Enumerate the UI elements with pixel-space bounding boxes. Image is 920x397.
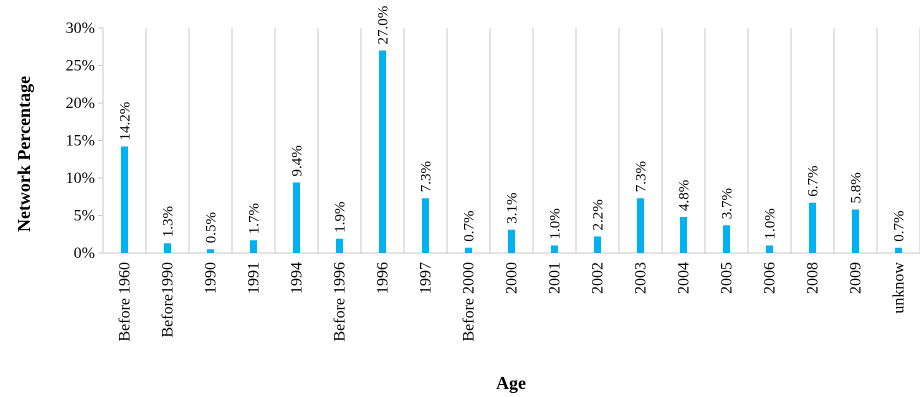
y-tick-label: 25% <box>66 58 95 75</box>
data-label: 7.3% <box>419 161 435 192</box>
x-tick-label: 1994 <box>289 262 306 294</box>
data-label: 1.0% <box>763 208 779 239</box>
grid-layer <box>102 28 920 254</box>
x-tick-label: 2005 <box>719 262 736 294</box>
bar <box>852 209 859 253</box>
x-tick-label: 2003 <box>633 262 650 294</box>
data-label: 0.7% <box>892 211 908 242</box>
y-tick-layer: 0% 5% 10% 15% 20% 25% 30% <box>66 20 103 262</box>
data-label: 1.7% <box>247 203 263 234</box>
bar <box>508 229 515 253</box>
bar <box>594 236 601 253</box>
category-label-layer: Before 1960 Before1990 1990 1991 1994 Before … <box>117 262 908 342</box>
bar <box>766 245 773 253</box>
y-tick-label: 0% <box>74 245 95 262</box>
data-label: 3.7% <box>720 188 736 219</box>
bar <box>809 202 816 253</box>
x-tick-label: 2004 <box>676 262 693 294</box>
bar <box>895 247 902 253</box>
data-label: 6.7% <box>806 166 822 197</box>
data-label: 27.0% <box>376 6 392 45</box>
bar-layer <box>121 50 902 253</box>
data-label: 1.3% <box>161 206 177 237</box>
y-tick-label: 20% <box>66 95 95 112</box>
data-label-layer: 14.2% 1.3% 0.5% 1.7% 9.4% 1.9% 27.0% 7.3% 0.7% 3.… <box>118 6 908 244</box>
bar <box>637 198 644 253</box>
bar <box>293 182 300 253</box>
data-label: 1.9% <box>333 202 349 233</box>
data-label: 0.7% <box>462 211 478 242</box>
data-label: 1.0% <box>548 208 564 239</box>
x-tick-label: 1996 <box>375 262 392 294</box>
bar <box>680 217 687 253</box>
bar <box>551 245 558 253</box>
x-tick-label: 1991 <box>246 262 263 294</box>
x-tick-label: 2000 <box>504 262 521 294</box>
y-tick-label: 10% <box>66 170 95 187</box>
y-tick-label: 30% <box>66 20 95 37</box>
bar <box>164 243 171 253</box>
x-tick-label: Before 1960 <box>117 262 134 342</box>
x-tick-label: Before1990 <box>160 262 177 338</box>
bar <box>723 225 730 253</box>
data-label: 0.5% <box>204 212 220 243</box>
data-label: 3.1% <box>505 193 521 224</box>
data-label: 14.2% <box>118 102 134 141</box>
x-tick-label: 1997 <box>418 262 435 294</box>
y-axis-title: Network Percentage <box>14 76 34 232</box>
x-tick-label: 2002 <box>590 262 607 294</box>
bar <box>207 249 214 253</box>
data-label: 5.8% <box>849 172 865 203</box>
y-tick-label: 5% <box>74 208 95 225</box>
data-label: 7.3% <box>634 161 650 192</box>
data-label: 2.2% <box>591 199 607 230</box>
y-tick-label: 15% <box>66 133 95 150</box>
bar <box>465 247 472 253</box>
x-tick-label: unknow <box>891 262 908 314</box>
data-label: 4.8% <box>677 180 693 211</box>
x-tick-label: 2008 <box>805 262 822 294</box>
x-axis-title: Age <box>496 373 526 393</box>
data-label: 9.4% <box>290 145 306 176</box>
x-tick-label: 2006 <box>762 262 779 294</box>
x-tick-label: 2001 <box>547 262 564 294</box>
x-tick-label: 2009 <box>848 262 865 294</box>
x-tick-label: Before 1996 <box>332 262 349 342</box>
bar <box>379 50 386 253</box>
bar <box>121 146 128 253</box>
bar <box>250 240 257 253</box>
x-tick-label: 1990 <box>203 262 220 294</box>
bar <box>336 238 343 253</box>
bar <box>422 198 429 253</box>
x-tick-label: Before 2000 <box>461 262 478 342</box>
